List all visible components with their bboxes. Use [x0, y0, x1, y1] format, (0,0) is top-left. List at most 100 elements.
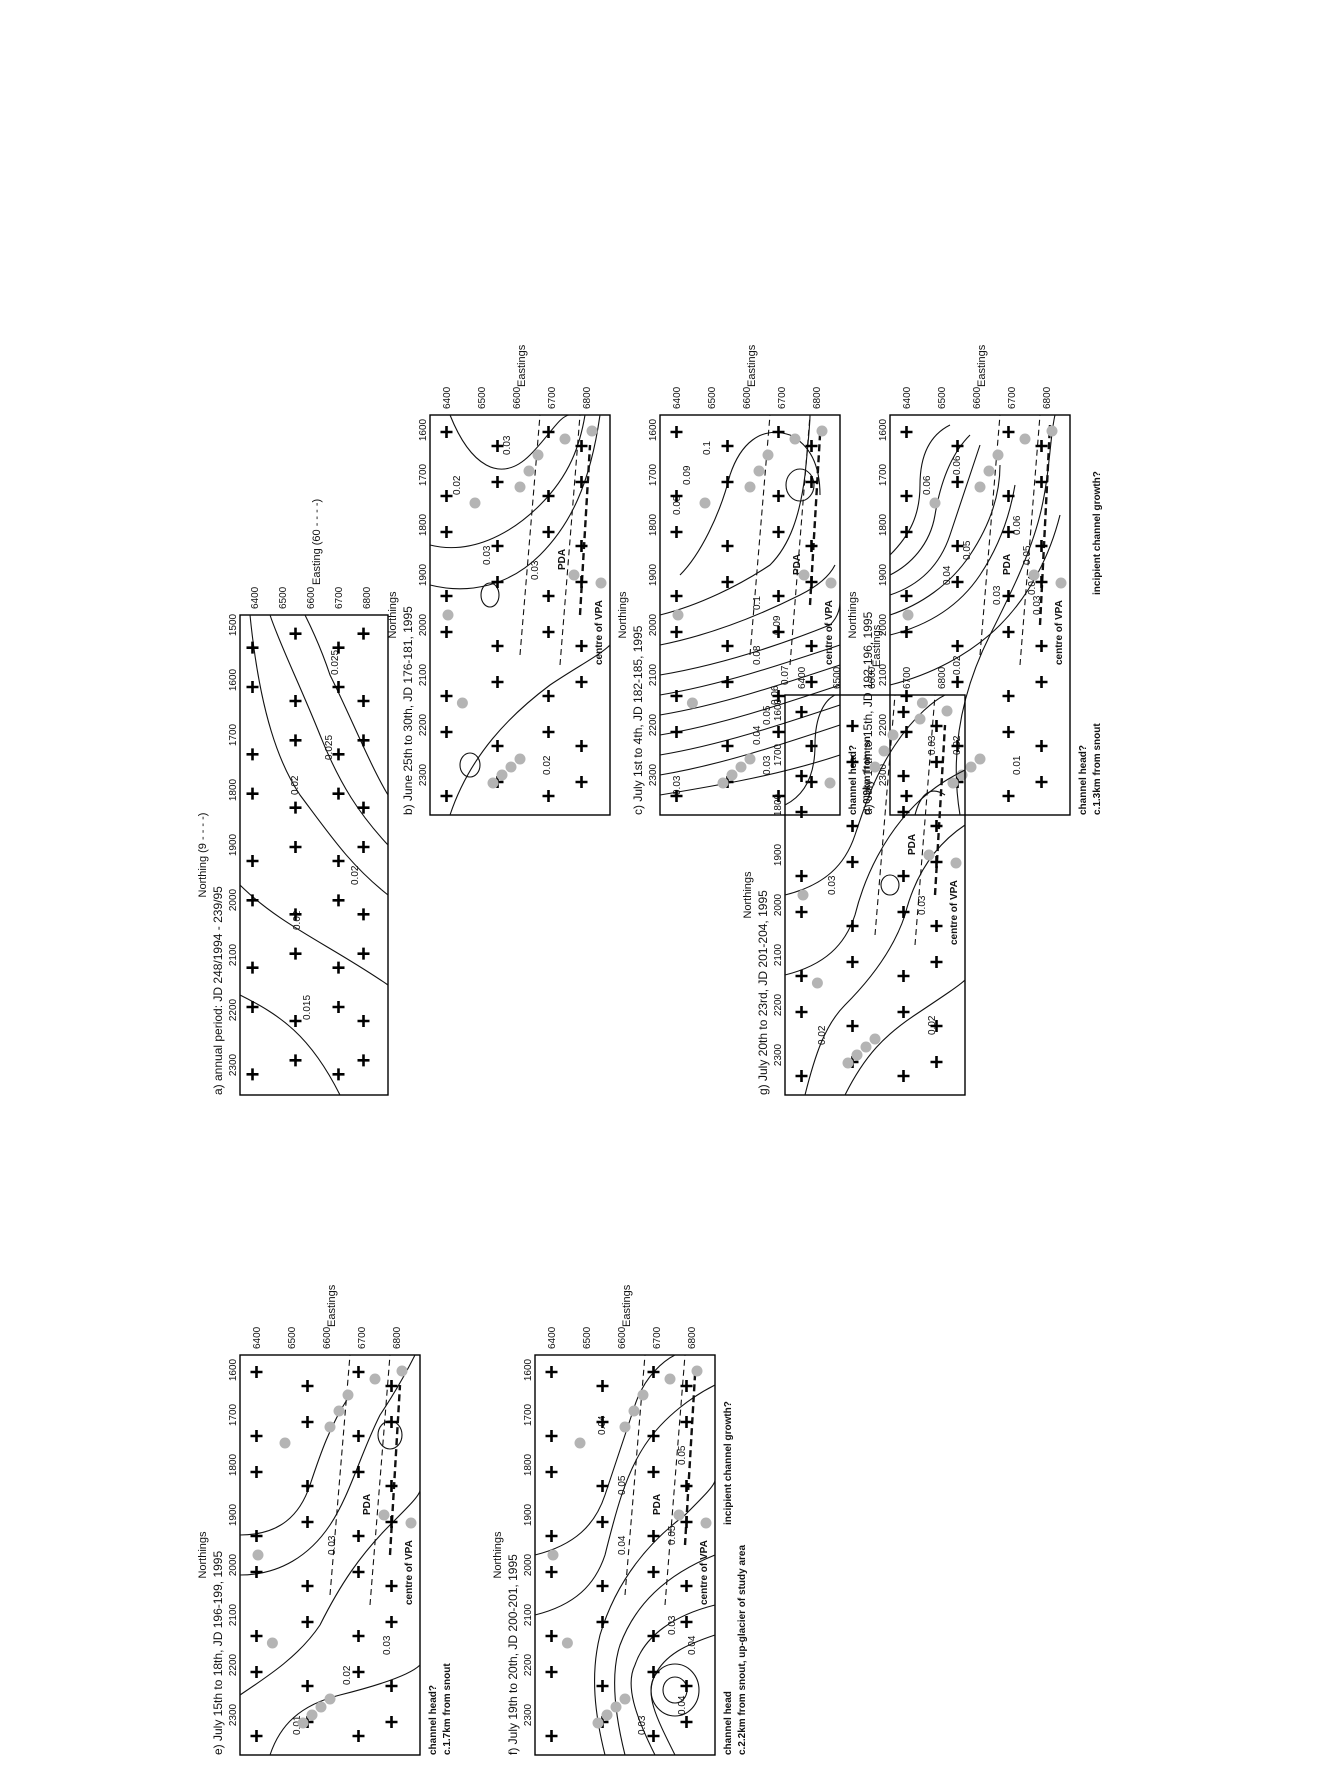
station-marker [897, 706, 910, 718]
station-marker [246, 1068, 259, 1081]
panel-f-contours [534, 1354, 716, 1756]
station-marker [680, 1480, 693, 1492]
sample-dot [974, 753, 986, 765]
contour-label: 0.02 [342, 1665, 353, 1685]
panel-c-easting-tick: 6500 [707, 386, 718, 409]
panel-c-easting-tick: 6400 [672, 386, 683, 409]
panel-c-northing-label: Northings [617, 591, 629, 639]
station-marker [795, 1070, 808, 1082]
panel-e: e) July 15th to 18th, JD 196-199, 1995 2… [197, 1284, 453, 1756]
station-marker [491, 540, 504, 552]
contour-line [955, 414, 1056, 816]
contour-label: 0.06 [922, 475, 933, 495]
contour-line [844, 979, 966, 1096]
station-marker [246, 641, 259, 654]
panel-a: a) annual period: JD 248/1994 - 239/95 2… [197, 499, 389, 1096]
contour-label: 0.08 [672, 495, 683, 515]
panel-g-easting-tick: 6600 [867, 666, 878, 689]
sample-dot [744, 481, 756, 493]
station-marker [352, 1666, 365, 1678]
sample-dot [505, 761, 517, 773]
sample-dot [442, 609, 454, 621]
panel-f: f) July 19th to 20th, JD 200-201, 1995 2… [492, 1284, 748, 1756]
contour-line [659, 664, 841, 716]
channel-head-label: channel head [723, 1691, 734, 1755]
panel-b-easting-label: Eastings [516, 344, 528, 387]
panel-g-northing-ticks: 2300 2200 2100 2000 1900 1800 1700 1600 [773, 698, 784, 1066]
sample-dot [1055, 577, 1067, 589]
station-marker [772, 426, 785, 438]
panel-f-title: f) July 19th to 20th, JD 200-201, 1995 [506, 1554, 520, 1755]
station-marker [721, 740, 734, 752]
sample-dot [378, 1509, 390, 1521]
station-marker [1035, 676, 1048, 688]
sample-dot [798, 569, 810, 581]
station-marker [772, 726, 785, 738]
station-marker [357, 947, 370, 960]
sample-dot [574, 1437, 586, 1449]
sample-dot [532, 449, 544, 461]
contour-label: 0.07 [780, 665, 791, 685]
station-marker [721, 640, 734, 652]
station-marker [352, 1566, 365, 1578]
panel-a-northing-tick: 2200 [228, 998, 239, 1021]
station-marker [301, 1480, 314, 1492]
station-marker [930, 756, 943, 768]
sample-dot [279, 1437, 291, 1449]
contour-line [429, 414, 601, 590]
station-marker [1035, 440, 1048, 452]
station-marker [795, 770, 808, 782]
station-marker [545, 1466, 558, 1478]
station-marker [795, 870, 808, 882]
contour-label: 0.03 [992, 585, 1003, 605]
sample-dot [789, 433, 801, 445]
sample-dot [456, 697, 468, 709]
station-marker [246, 748, 259, 761]
contour-line [659, 564, 836, 646]
sample-dot [523, 465, 535, 477]
station-marker [575, 440, 588, 452]
contour-label: 0.05 [762, 705, 773, 725]
station-marker [246, 681, 259, 693]
station-marker [721, 676, 734, 688]
sample-dot [735, 761, 747, 773]
station-marker [440, 790, 453, 802]
station-marker [596, 1380, 609, 1392]
panel-e-easting-ticks: 6400 6500 6600 6700 6800 [252, 1326, 403, 1349]
panel-d-northing-tick: 1600 [878, 418, 889, 441]
sample-dot [469, 497, 481, 509]
panel-f-easting-tick: 6400 [547, 1326, 558, 1349]
contour-label: 0.04 [677, 1695, 688, 1715]
station-marker [250, 1630, 263, 1642]
panel-e-northing-tick: 1900 [228, 1503, 239, 1526]
sample-dot [811, 977, 823, 989]
station-marker [385, 1716, 398, 1728]
station-marker [647, 1366, 660, 1378]
station-marker [1035, 640, 1048, 652]
panel-c-northing-tick: 1900 [648, 563, 659, 586]
contour-label: 0.04 [1027, 575, 1038, 595]
station-marker [900, 426, 913, 438]
pda-label: PDA [907, 834, 918, 855]
station-marker [951, 540, 964, 552]
panel-g: g) July 20th to 23rd, JD 201-204, 1995 2… [742, 624, 966, 1096]
station-marker [846, 720, 859, 732]
sample-dot [637, 1389, 649, 1401]
panel-g-easting-tick: 6800 [937, 666, 948, 689]
station-marker [545, 1530, 558, 1542]
sample-dot [547, 1549, 559, 1561]
panel-b-northing-tick: 1800 [418, 513, 429, 536]
station-marker [250, 1666, 263, 1678]
station-marker [385, 1380, 398, 1392]
panel-a-title: a) annual period: JD 248/1994 - 239/95 [211, 886, 225, 1095]
contour-label: 0.05 [1022, 545, 1033, 565]
contour-ring [377, 1420, 403, 1450]
panel-a-easting-tick: 6700 [334, 586, 345, 609]
station-marker [491, 476, 504, 488]
contour-label: 0.05 [677, 1445, 688, 1465]
panel-a-easting-label: Easting (60 - - - -) [311, 499, 323, 585]
station-marker [1035, 576, 1048, 588]
panel-f-easting-ticks: 6400 6500 6600 6700 6800 [547, 1326, 698, 1349]
contour-label: 0.09 [772, 615, 783, 635]
panel-b-contour-labels: 0.02 0.03 0.03 0.02 0.03 [452, 435, 553, 775]
